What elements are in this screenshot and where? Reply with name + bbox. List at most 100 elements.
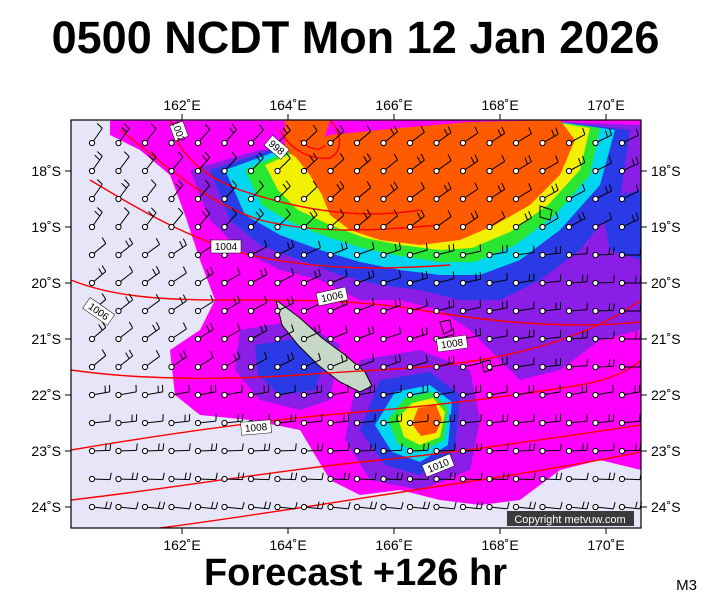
wind-barb (194, 179, 211, 203)
wind-barb (433, 355, 455, 371)
wind-barb (512, 245, 535, 259)
isobar-label: 1008 (240, 419, 272, 436)
wind-barb (459, 414, 482, 427)
wind-barb (380, 181, 399, 203)
wind-barb (592, 414, 615, 427)
wind-barb (88, 123, 103, 147)
wind-barb (539, 501, 563, 511)
wind-barb (353, 297, 375, 315)
wind-barb (300, 352, 321, 371)
wind-barb (274, 352, 295, 371)
wind-barb (433, 182, 452, 203)
wind-barb (380, 354, 402, 371)
copyright-box: Copyright metvuw.com (507, 511, 634, 526)
wind-barb (565, 384, 588, 399)
wind-barb (141, 179, 157, 203)
wind-barb (406, 209, 425, 231)
wind-barb (247, 295, 268, 315)
wind-barb (406, 271, 428, 287)
wind-barb (194, 384, 217, 399)
wind-barb (592, 443, 615, 455)
wind-barb (433, 210, 452, 231)
wind-barb (300, 240, 321, 259)
wind-barb (327, 414, 350, 427)
wind-barb (512, 329, 535, 343)
wind-barb (141, 151, 157, 175)
wind-barb (88, 384, 111, 399)
wind-barb (115, 443, 138, 455)
wind-barb (539, 211, 559, 231)
wind-barb (274, 472, 298, 483)
wind-barb (327, 208, 345, 231)
wind-barb (274, 240, 295, 259)
wind-barb (274, 501, 298, 511)
wind-barb (247, 267, 268, 287)
wind-barb (327, 241, 348, 259)
wind-barb (274, 384, 296, 399)
svg-text:Copyright metvuw.com: Copyright metvuw.com (514, 514, 625, 526)
wind-barb (300, 268, 321, 287)
wind-barb (512, 211, 532, 231)
wind-barb (168, 266, 187, 287)
wind-barb (168, 414, 191, 427)
lon-label: 166˚E (375, 537, 412, 553)
wind-barb (221, 323, 241, 343)
wind-barb (115, 349, 134, 371)
lat-label: 23˚S (651, 443, 681, 459)
lon-label: 168˚E (481, 97, 518, 113)
lon-label: 164˚E (269, 537, 306, 553)
wind-barb (247, 443, 271, 455)
wind-barb (618, 384, 641, 399)
wind-barb (194, 501, 219, 511)
wind-barb (327, 353, 348, 371)
wind-barb (168, 179, 184, 203)
wind-barb (353, 209, 372, 231)
isobar-labels: 1002 998 1004 1006 1006 1008 1008 1010 (82, 119, 469, 478)
wind-barb (353, 325, 375, 343)
wind-barb (327, 152, 345, 175)
lon-label: 162˚E (163, 537, 200, 553)
wind-barb (247, 239, 268, 259)
wind-barb (221, 295, 241, 315)
wind-barb (353, 241, 375, 259)
wind-barb (618, 184, 639, 203)
wind-barb (433, 414, 456, 427)
wind-barb (88, 207, 103, 231)
wind-barb (459, 443, 483, 455)
rainfall-shading (110, 120, 641, 505)
wind-barb (565, 183, 586, 203)
lat-label: 23˚S (31, 443, 61, 459)
wind-barb (88, 349, 107, 371)
wind-barb (300, 414, 323, 427)
wind-barb (168, 151, 184, 175)
wind-barb (221, 207, 238, 231)
wind-barb (618, 443, 642, 455)
wind-barb (327, 472, 351, 483)
wind-barb (115, 179, 130, 203)
wind-barb (141, 414, 164, 427)
wind-barb (486, 328, 508, 343)
wind-barb (512, 472, 536, 483)
wind-barb (592, 303, 615, 315)
latitude-labels-left: 18˚S 19˚S 20˚S 21˚S 22˚S 23˚S 24˚S (31, 163, 61, 515)
wind-barb (406, 384, 429, 399)
lat-label: 18˚S (31, 163, 61, 179)
wind-barb (592, 384, 614, 399)
wind-barb (618, 128, 639, 147)
wind-barb (194, 472, 218, 483)
wind-barb (380, 125, 399, 147)
wind-barb (512, 273, 535, 287)
isobars (71, 120, 641, 528)
wind-barb (88, 472, 112, 483)
wind-barb (592, 501, 616, 511)
wind-barb (512, 384, 535, 399)
wind-barb (380, 384, 402, 399)
wind-barb (300, 208, 318, 231)
wind-barb (406, 443, 430, 455)
lat-label: 24˚S (31, 499, 61, 515)
wind-barb (300, 472, 324, 483)
wind-barb (88, 414, 111, 427)
wind-barb (486, 414, 509, 427)
wind-barb (592, 184, 613, 203)
lat-label: 21˚S (31, 331, 61, 347)
